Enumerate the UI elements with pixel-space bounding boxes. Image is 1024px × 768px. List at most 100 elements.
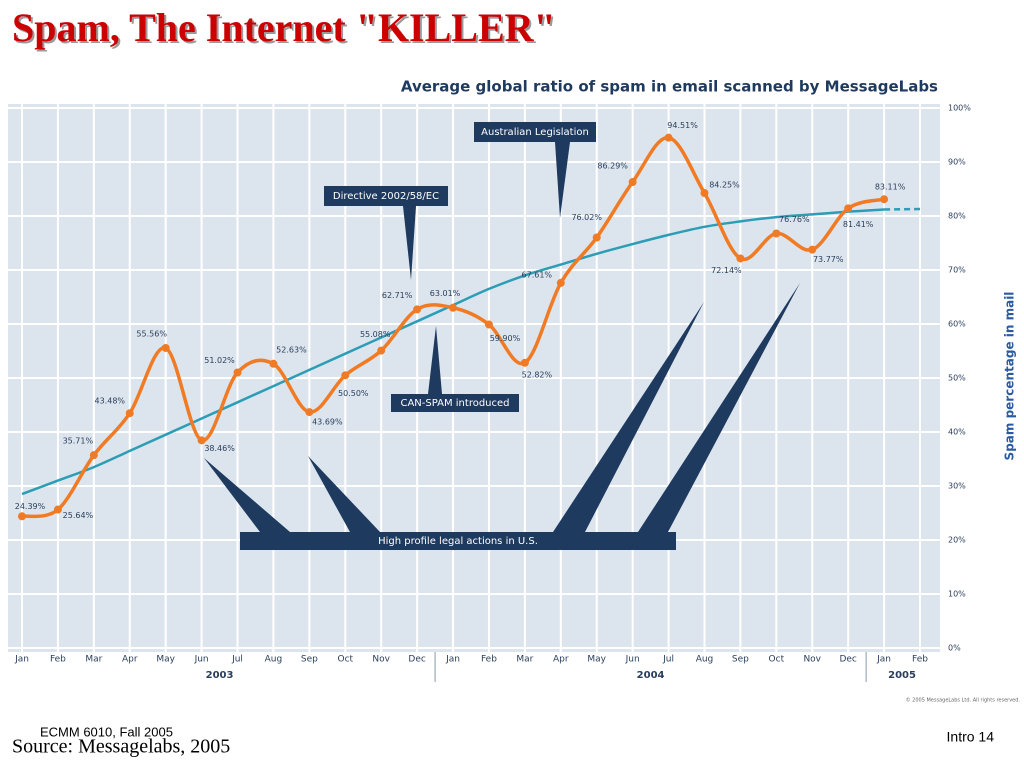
value-label: 50.50% xyxy=(338,389,369,398)
value-label: 35.71% xyxy=(63,437,94,446)
value-label: 67.61% xyxy=(522,270,553,279)
value-label: 76.76% xyxy=(779,215,810,224)
data-point xyxy=(880,195,889,204)
value-label: 83.11% xyxy=(875,183,906,192)
y-tick-label: 50% xyxy=(948,374,966,383)
ann-pointer xyxy=(308,456,380,532)
x-tick-label: Jan xyxy=(876,655,891,665)
y-tick-label: 90% xyxy=(948,158,966,167)
ann-pointer xyxy=(555,142,570,218)
annotation: Australian Legislation xyxy=(481,127,589,138)
x-tick-label: Feb xyxy=(481,655,497,665)
x-tick-label: Jun xyxy=(194,655,209,665)
year-label: 2005 xyxy=(888,670,916,681)
x-tick-label: Nov xyxy=(372,655,390,665)
y-tick-label: 100% xyxy=(948,104,971,113)
value-label: 52.82% xyxy=(522,370,553,379)
data-point xyxy=(413,305,422,314)
value-label: 55.08% xyxy=(360,330,391,339)
data-point xyxy=(341,371,350,380)
y-tick-label: 10% xyxy=(948,590,966,599)
y-tick-label: 60% xyxy=(948,320,966,329)
title-shadow: Spam, The Internet "KILLER" xyxy=(14,7,558,52)
data-point xyxy=(161,343,170,352)
annotation: High profile legal actions in U.S. xyxy=(378,536,538,547)
year-label: 2004 xyxy=(637,670,665,681)
value-label: 73.77% xyxy=(813,255,844,264)
value-label: 25.64% xyxy=(63,511,94,520)
data-point xyxy=(233,368,242,377)
value-label: 51.02% xyxy=(204,356,235,365)
value-label: 81.41% xyxy=(843,220,874,229)
data-point xyxy=(556,278,565,287)
x-tick-label: Dec xyxy=(408,655,425,665)
x-tick-label: Mar xyxy=(516,655,533,665)
x-tick-label: Dec xyxy=(839,655,856,665)
data-point xyxy=(844,204,853,213)
ann-pointer xyxy=(428,326,442,394)
value-label: 62.71% xyxy=(382,291,413,300)
data-point xyxy=(89,451,98,460)
year-label: 2003 xyxy=(206,670,234,681)
source: Source: Messagelabs, 2005 xyxy=(12,736,230,758)
x-tick-label: Feb xyxy=(912,655,928,665)
data-point xyxy=(520,358,529,367)
trend-projection xyxy=(884,207,921,211)
x-tick-label: Jan xyxy=(445,655,460,665)
x-tick-label: Feb xyxy=(50,655,66,665)
ann-pointer xyxy=(638,283,800,532)
ann-pointer xyxy=(553,302,704,532)
data-point xyxy=(377,346,386,355)
value-label: 52.63% xyxy=(276,345,307,354)
x-tick-label: Aug xyxy=(265,655,283,665)
y-tick-label: 40% xyxy=(948,428,966,437)
y-tick-label: 80% xyxy=(948,212,966,221)
value-label: 59.90% xyxy=(490,334,521,343)
chart-title: Average global ratio of spam in email sc… xyxy=(401,78,938,96)
data-point xyxy=(269,359,278,368)
value-label: 76.02% xyxy=(571,213,602,222)
data-point xyxy=(628,178,637,187)
data-point xyxy=(664,133,673,142)
y-tick-label: 20% xyxy=(948,536,966,545)
slide-title: Spam, The Internet "KILLER" xyxy=(12,5,556,50)
x-tick-label: Apr xyxy=(122,655,138,665)
x-tick-label: May xyxy=(587,655,606,665)
value-label: 43.69% xyxy=(312,418,343,427)
y-tick-label: 70% xyxy=(948,266,966,275)
data-point xyxy=(700,189,709,198)
footer-left: ECMM 6010, Fall 2005 xyxy=(40,724,173,739)
y-axis-label: Spam percentage in mail xyxy=(1003,292,1017,461)
page-number: Intro 14 xyxy=(947,729,995,745)
ann-pointer xyxy=(204,458,290,532)
data-point xyxy=(772,229,781,238)
value-label: 38.46% xyxy=(204,444,235,453)
ann-box xyxy=(474,122,596,142)
x-tick-label: Oct xyxy=(337,655,353,665)
value-label: 63.01% xyxy=(430,289,461,298)
ann-box xyxy=(240,532,676,550)
x-tick-label: Oct xyxy=(769,655,785,665)
x-tick-label: Jan xyxy=(14,655,29,665)
x-tick-label: Nov xyxy=(803,655,821,665)
value-label: 84.25% xyxy=(709,181,740,190)
value-label: 43.48% xyxy=(95,397,126,406)
data-point xyxy=(125,409,134,418)
x-tick-label: Jul xyxy=(231,655,243,665)
x-tick-label: Jul xyxy=(662,655,674,665)
x-tick-label: Jun xyxy=(625,655,640,665)
annotation: CAN-SPAM introduced xyxy=(400,398,509,409)
x-tick-label: Sep xyxy=(301,655,318,665)
ann-box xyxy=(391,394,519,412)
ann-box xyxy=(324,186,448,206)
value-label: 55.56% xyxy=(136,329,167,338)
data-point xyxy=(592,233,601,242)
y-tick-label: 0% xyxy=(948,644,961,653)
copyright: © 2005 MessageLabs Ltd. All rights reser… xyxy=(906,697,1021,704)
data-point xyxy=(736,254,745,263)
data-point xyxy=(808,245,817,254)
annotations xyxy=(204,122,800,550)
value-label: 24.39% xyxy=(15,502,46,511)
